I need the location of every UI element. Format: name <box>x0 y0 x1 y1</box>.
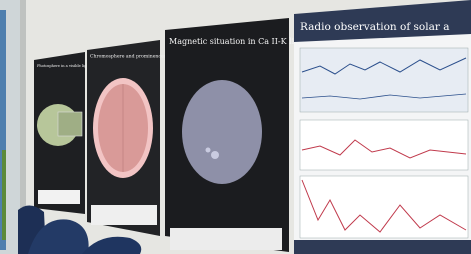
poster-title: Photosphere in a visible light <box>37 64 91 68</box>
sun-spot <box>211 151 219 159</box>
sun-spot <box>206 148 211 153</box>
poster-footer <box>170 228 282 250</box>
poster-title: Magnetic situation in Ca II-K line <box>169 37 304 46</box>
poster-footer <box>91 205 157 225</box>
poster-footer <box>38 190 80 204</box>
radio-plot <box>300 176 468 238</box>
radio-plot <box>300 120 468 170</box>
window-greenery <box>2 150 6 240</box>
photo: Photosphere in a visible light Chromosph… <box>0 0 471 254</box>
sun-detail <box>58 112 82 136</box>
poster-title: Radio observation of solar a <box>300 21 450 33</box>
poster-footer <box>294 240 471 254</box>
sun-image <box>182 80 262 184</box>
poster-title: Chromosphere and prominences <box>90 54 167 60</box>
page: {"posters": [ {"title": "Photosphere in … <box>0 0 471 254</box>
radio-plot <box>300 48 468 112</box>
